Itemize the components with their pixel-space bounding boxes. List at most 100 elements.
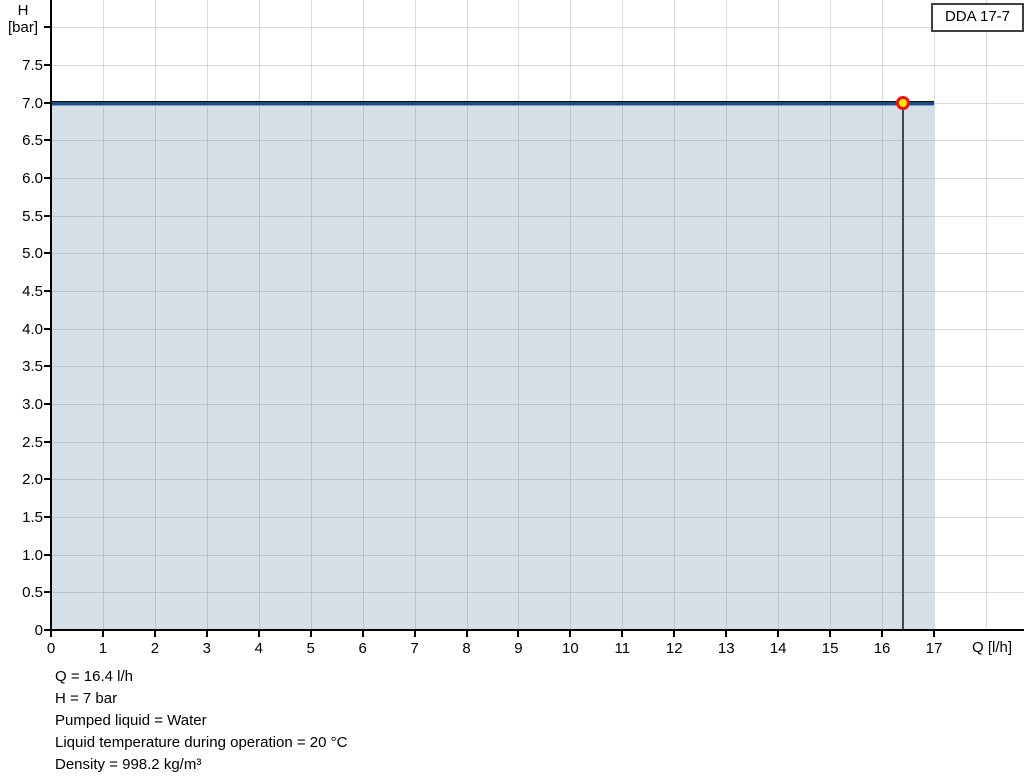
y-axis-tick-label: 7.5 <box>22 57 43 75</box>
x-axis-tick-label: 1 <box>98 640 108 657</box>
info-line: Pumped liquid = Water <box>55 712 207 729</box>
vertical-gridline <box>518 0 520 630</box>
vertical-gridline <box>830 0 832 630</box>
horizontal-gridline <box>51 178 1024 180</box>
horizontal-gridline <box>51 479 1024 481</box>
vertical-gridline <box>102 0 104 630</box>
vertical-gridline <box>674 0 676 630</box>
x-axis-tick-label: 5 <box>306 640 315 657</box>
y-axis-tick <box>44 101 51 104</box>
x-axis-tick-label: 16 <box>873 640 891 657</box>
y-axis-tick <box>44 290 51 292</box>
horizontal-gridline <box>51 215 1024 217</box>
y-axis-tick <box>44 177 51 180</box>
x-axis-tick <box>673 630 676 637</box>
x-axis-tick-label: 15 <box>821 640 839 657</box>
vertical-gridline <box>882 0 884 630</box>
y-axis-tick <box>44 365 51 368</box>
vertical-gridline <box>362 0 364 630</box>
vertical-gridline <box>206 0 208 630</box>
x-axis-tick-label: 17 <box>925 640 943 657</box>
horizontal-gridline <box>51 291 1024 292</box>
x-axis-tick <box>932 630 935 637</box>
vertical-gridline <box>154 0 156 630</box>
y-axis-tick <box>44 553 51 556</box>
horizontal-gridline <box>51 253 1024 255</box>
y-axis-tick-label: 2.0 <box>22 471 43 489</box>
vertical-gridline <box>310 0 312 630</box>
y-axis-tick <box>44 64 51 67</box>
horizontal-gridline <box>51 65 1024 67</box>
x-axis-tick <box>50 630 52 637</box>
pump-model-label: DDA 17-7 <box>931 3 1024 32</box>
y-axis-quantity: H <box>17 2 29 19</box>
y-axis-tick <box>44 252 51 255</box>
operating-envelope-fill <box>51 102 934 630</box>
y-axis-tick-label: 5.0 <box>22 245 43 263</box>
y-axis-tick-label: 6.5 <box>22 132 43 150</box>
horizontal-gridline <box>51 140 1024 142</box>
x-axis-tick <box>309 630 312 637</box>
operating-info-block: Q = 16.4 l/h H = 7 bar Pumped liquid = Wat… <box>55 666 347 776</box>
x-axis-tick-label: 7 <box>410 640 419 657</box>
y-axis-tick-label: 4.5 <box>22 283 43 300</box>
vertical-gridline <box>726 0 728 630</box>
horizontal-gridline <box>51 27 1024 29</box>
vertical-gridline <box>466 0 468 630</box>
operating-point-marker[interactable] <box>895 95 910 110</box>
y-axis-tick-label: 3.0 <box>22 396 43 413</box>
x-axis-tick <box>413 630 416 637</box>
horizontal-gridline <box>51 441 1024 443</box>
y-axis-unit: [bar] <box>7 19 38 36</box>
x-axis-tick <box>101 630 104 637</box>
y-axis-tick <box>44 26 51 29</box>
horizontal-gridline <box>51 517 1024 518</box>
y-axis-tick-label: 5.5 <box>22 207 43 225</box>
x-axis-line <box>44 629 1024 631</box>
x-axis-tick <box>829 630 832 637</box>
horizontal-gridline <box>51 328 1024 330</box>
horizontal-gridline <box>51 404 1024 405</box>
x-axis-title: Q [l/h] <box>972 639 1013 656</box>
vertical-gridline <box>622 0 624 630</box>
vertical-gridline <box>933 0 935 630</box>
y-axis-tick <box>44 629 51 631</box>
x-axis-tick-label: 8 <box>462 640 471 657</box>
y-axis-tick <box>44 214 51 217</box>
y-axis-tick-label: 1.0 <box>22 546 43 564</box>
x-axis-tick <box>881 630 884 637</box>
x-axis-tick <box>205 630 208 637</box>
y-axis-tick <box>44 478 51 481</box>
x-axis-tick-label: 13 <box>717 640 735 657</box>
vertical-gridline <box>414 0 416 630</box>
y-axis-tick-label: 4.0 <box>22 320 43 338</box>
duty-point-vertical-reference-line <box>901 102 904 630</box>
y-axis-tick-label: 2.5 <box>22 433 43 451</box>
x-axis-tick-label: 9 <box>514 640 523 657</box>
x-axis-tick-label: 3 <box>202 640 211 657</box>
x-axis-tick <box>257 630 260 637</box>
info-line: Liquid temperature during operation = 20… <box>55 734 348 751</box>
x-axis-tick-label: 6 <box>358 640 367 657</box>
x-axis-tick-label: 12 <box>665 640 683 657</box>
vertical-gridline <box>570 0 572 630</box>
x-axis-tick-label: 14 <box>769 640 787 657</box>
pump-curve-line <box>51 100 934 106</box>
x-axis-tick-label: 0 <box>46 640 56 657</box>
y-axis-tick <box>44 516 51 518</box>
horizontal-gridline <box>51 366 1024 368</box>
x-axis-tick <box>725 630 728 637</box>
horizontal-gridline <box>51 554 1024 556</box>
x-axis-tick-label: 2 <box>150 640 160 657</box>
vertical-gridline <box>258 0 260 630</box>
y-axis-tick <box>44 327 51 330</box>
y-axis-title: H [bar] <box>0 2 46 36</box>
x-axis-tick <box>153 630 156 637</box>
y-axis-tick-label: 1.5 <box>22 509 43 526</box>
info-line: Density = 998.2 kg/m³ <box>55 756 202 773</box>
y-axis-tick-label: 3.5 <box>22 358 43 376</box>
x-axis-tick <box>777 630 780 637</box>
x-axis-tick <box>361 630 364 637</box>
